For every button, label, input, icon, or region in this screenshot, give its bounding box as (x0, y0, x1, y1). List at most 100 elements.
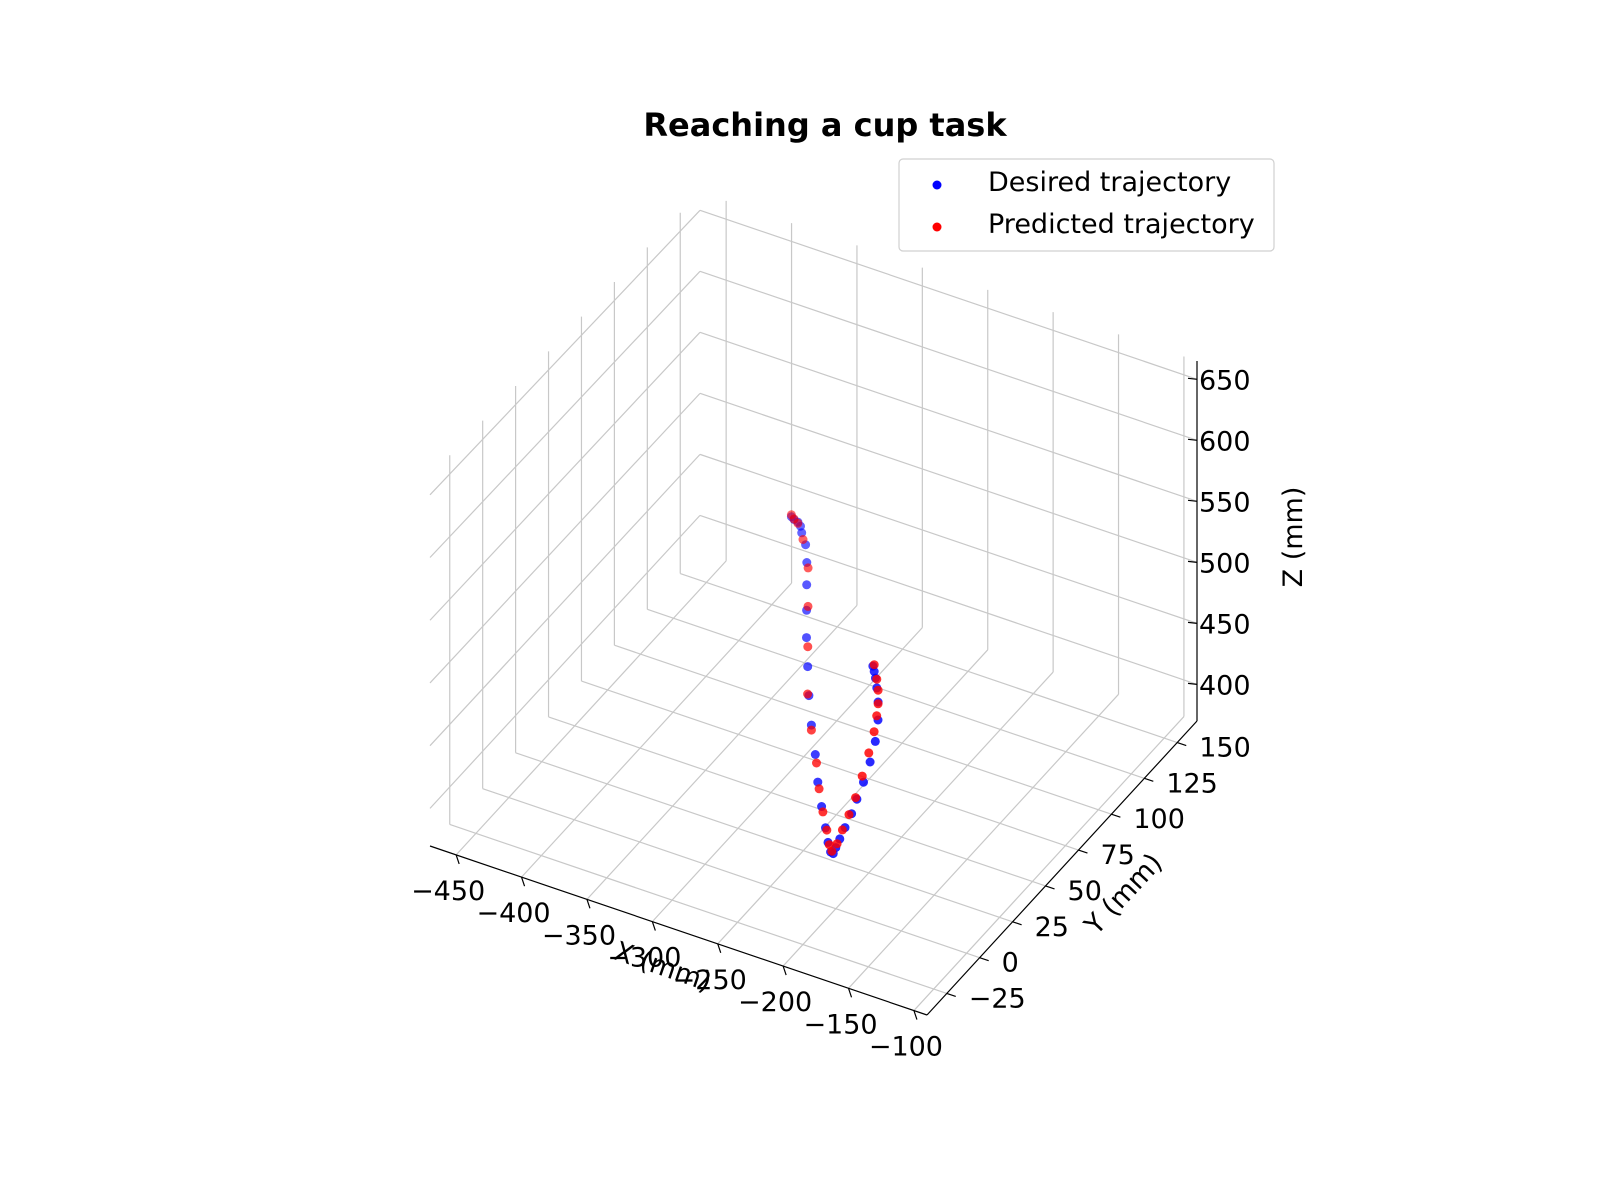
axes (429, 361, 1198, 1020)
tick-labels: −450−400−350−300−250−200−150−100−2502550… (411, 365, 1309, 1062)
predicted-trajectory-point (803, 642, 813, 652)
predicted-trajectory-point (857, 771, 867, 781)
grid (429, 200, 1198, 1011)
desired-trajectory-point (797, 528, 807, 538)
predicted-trajectory-point (872, 711, 882, 721)
x-tick-label: −350 (542, 920, 616, 951)
z-tick-label: 400 (1199, 670, 1251, 701)
legend-marker-desired (932, 180, 942, 190)
y-tick-label: 25 (1035, 912, 1069, 943)
grid-line-left-z (429, 270, 701, 558)
chart-title: Reaching a cup task (643, 106, 1007, 144)
legend-box (898, 158, 1275, 252)
grid-line-back-z (699, 514, 1198, 685)
y-tick-label: 50 (1068, 876, 1102, 907)
grid-line-floor-x (913, 716, 1185, 1011)
predicted-trajectory-point (832, 839, 842, 849)
y-tick-mark (1177, 741, 1187, 747)
predicted-trajectory-point (798, 535, 808, 544)
desired-trajectory-point (803, 662, 813, 672)
predicted-trajectory-point (803, 601, 813, 611)
grid-line-back-z (699, 270, 1198, 441)
predicted-trajectory-point (872, 674, 882, 684)
z-tick-label: 600 (1199, 426, 1251, 457)
x-tick-mark (717, 943, 722, 954)
grid-line-back-z (699, 392, 1198, 563)
grid-line-back-z (699, 209, 1198, 380)
predicted-trajectory-point (869, 660, 879, 670)
grid-line-floor-x (586, 604, 858, 900)
y-axis-line (926, 720, 1198, 1016)
z-tick-label: 450 (1199, 609, 1251, 640)
x-tick-mark (847, 988, 853, 998)
desired-trajectory-point (865, 757, 875, 767)
grid-line-floor-x (455, 560, 727, 856)
grid-line-floor-x (782, 671, 1054, 967)
z-tick-label: 550 (1199, 487, 1251, 518)
y-tick-label: 125 (1166, 768, 1218, 799)
y-tick-mark (946, 992, 956, 998)
z-tick-label: 500 (1199, 548, 1251, 579)
predicted-trajectory-point (793, 518, 803, 528)
z-tick-mark (1187, 377, 1198, 380)
predicted-trajectory-point (827, 846, 837, 856)
x-tick-label: −450 (411, 876, 485, 907)
x-tick-mark (913, 1010, 918, 1020)
x-tick-mark (651, 921, 656, 931)
y-tick-label: 100 (1133, 804, 1185, 835)
grid-line-floor-y (515, 752, 1013, 923)
z-tick-label: 650 (1199, 365, 1251, 396)
desired-trajectory-point (870, 736, 880, 746)
x-tick-mark (586, 899, 591, 909)
grid-line-floor-y (581, 680, 1079, 851)
y-tick-mark (1111, 813, 1121, 818)
y-tick-label: 0 (1002, 948, 1019, 979)
predicted-trajectory-point (844, 810, 854, 820)
grid-line-left-z (429, 392, 701, 684)
legend-label-predicted: Predicted trajectory (988, 209, 1255, 240)
predicted-trajectory-point (814, 784, 824, 794)
data-points (786, 510, 883, 859)
grid-line-floor-x (521, 582, 792, 878)
z-axis-label: Z (mm) (1278, 487, 1309, 588)
grid-line-back-z (699, 453, 1198, 624)
y-tick-mark (1144, 777, 1154, 782)
x-tick-label: −100 (869, 1032, 943, 1063)
legend-label-desired: Desired trajectory (988, 167, 1231, 198)
y-tick-label: 75 (1100, 840, 1134, 871)
predicted-trajectory-point (803, 689, 813, 699)
legend-marker-predicted (932, 222, 942, 232)
grid-line-back-z (699, 331, 1198, 502)
predicted-trajectory-point (803, 563, 813, 573)
predicted-trajectory-point (864, 748, 874, 758)
x-tick-mark (455, 854, 460, 865)
z-tick-mark (1187, 621, 1198, 624)
predicted-trajectory-point (837, 825, 847, 835)
grid-line-floor-y (548, 716, 1046, 887)
predicted-trajectory-point (818, 807, 828, 817)
x-tick-mark (782, 965, 787, 976)
y-tick-mark (1045, 885, 1055, 890)
grid-line-left-z (429, 514, 701, 809)
grid-line-floor-y (449, 823, 947, 995)
grid-line-floor-y (647, 608, 1145, 779)
x-tick-label: −300 (607, 943, 681, 974)
x-tick-mark (520, 876, 526, 887)
desired-trajectory-point (802, 580, 812, 590)
grid-line-left-z (429, 331, 701, 621)
grid-line-left-z (429, 209, 701, 496)
predicted-trajectory-point (873, 685, 883, 695)
z-tick-mark (1187, 438, 1198, 441)
desired-trajectory-point (813, 777, 823, 787)
grid-line-floor-y (680, 572, 1178, 744)
grid-line-floor-y (482, 788, 980, 959)
y-tick-mark (979, 957, 989, 962)
x-axis-line (429, 845, 928, 1016)
predicted-trajectory-point (869, 727, 879, 737)
predicted-trajectory-point (851, 793, 861, 803)
x-tick-label: −400 (476, 898, 550, 929)
grid-line-floor-x (848, 693, 1119, 989)
x-tick-label: −200 (738, 987, 812, 1018)
grid-line-left-z (429, 453, 701, 747)
